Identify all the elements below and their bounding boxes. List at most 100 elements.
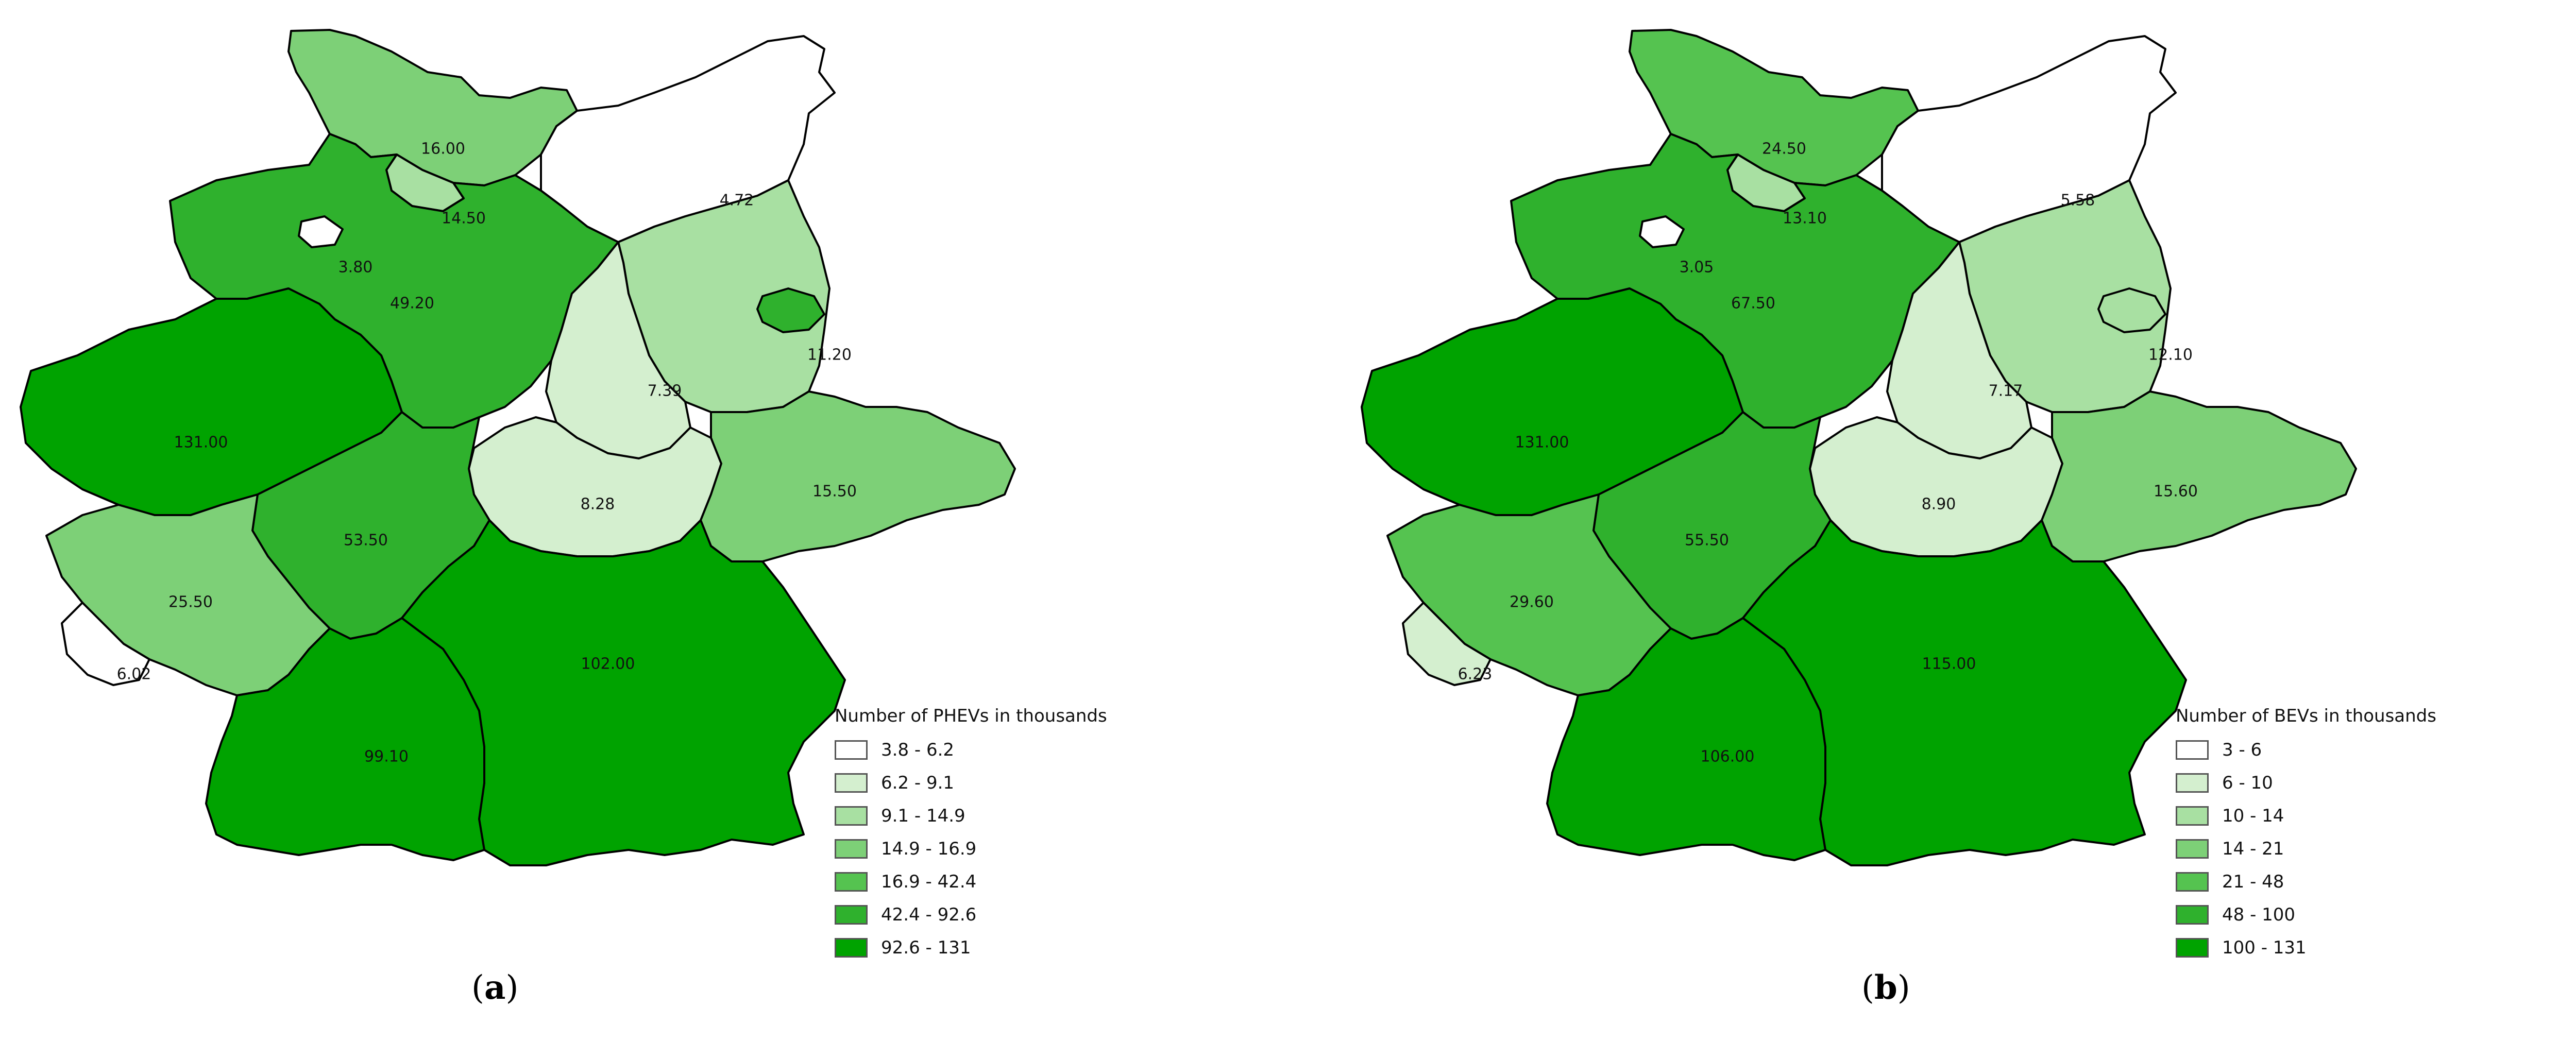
legend-item: 21 - 48: [2176, 865, 2436, 898]
caption-open-paren: (: [471, 969, 484, 1007]
legend-label: 92.6 - 131: [881, 937, 971, 958]
legend-item: 14.9 - 16.9: [835, 832, 1107, 865]
legend-item: 6.2 - 9.1: [835, 766, 1107, 799]
label-north-rhine-westphalia: 131.00: [174, 434, 228, 452]
legend-label: 42.4 - 92.6: [881, 905, 977, 925]
legend-item: 10 - 14: [2176, 799, 2436, 832]
legend-item: 92.6 - 131: [835, 931, 1107, 964]
legend-swatch: [2176, 806, 2209, 826]
label-bavaria: 102.00: [581, 655, 635, 673]
legend-label: 100 - 131: [2222, 937, 2307, 958]
label-rhineland-palatinate: 29.60: [1510, 593, 1554, 611]
legend-swatch: [2176, 905, 2209, 925]
legend-label: 16.9 - 42.4: [881, 872, 977, 892]
label-bremen: 3.80: [338, 259, 373, 277]
legend-title: Number of BEVs in thousands: [2176, 706, 2436, 726]
label-rhineland-palatinate: 25.50: [168, 593, 213, 611]
label-baden-wuerttemberg: 106.00: [1701, 748, 1755, 766]
label-berlin: 11.20: [807, 346, 852, 364]
legend-label: 14 - 21: [2222, 839, 2284, 859]
label-hesse: 55.50: [1685, 532, 1729, 550]
legend-swatch: [835, 740, 868, 760]
legend-swatch: [2176, 839, 2209, 859]
region-saxony: [700, 390, 1016, 562]
label-bavaria: 115.00: [1922, 655, 1976, 673]
region-saarland: [1402, 602, 1492, 686]
legend-title: Number of PHEVs in thousands: [835, 706, 1107, 726]
label-schleswig-holstein: 24.50: [1762, 140, 1806, 158]
label-baden-wuerttemberg: 99.10: [364, 748, 409, 766]
legend-label: 3 - 6: [2222, 740, 2262, 760]
legend-swatch: [835, 905, 868, 925]
caption-open-paren: (: [1861, 969, 1874, 1007]
label-hamburg: 14.50: [442, 210, 486, 228]
legend-label: 10 - 14: [2222, 806, 2284, 826]
label-saxony-anhalt: 7.39: [648, 382, 682, 400]
label-north-rhine-westphalia: 131.00: [1515, 434, 1569, 452]
region-saxony: [2041, 390, 2357, 562]
legend-label: 21 - 48: [2222, 872, 2284, 892]
legend-item: 3.8 - 6.2: [835, 733, 1107, 766]
legend-label: 6 - 10: [2222, 773, 2273, 793]
label-saxony: 15.50: [812, 483, 857, 501]
map-panel-b: 24.50 13.10 3.05 5.58 67.50 12.10 7.17 1…: [1341, 0, 2576, 1041]
legend-swatch: [2176, 773, 2209, 793]
region-baden-wuerttemberg: [205, 617, 485, 861]
label-saarland: 6.02: [117, 665, 151, 684]
legend-swatch: [835, 872, 868, 892]
label-saxony: 15.60: [2154, 483, 2198, 501]
region-bremen: [1639, 215, 1685, 248]
label-berlin: 12.10: [2148, 346, 2193, 364]
legend-swatch: [2176, 740, 2209, 760]
legend-label: 9.1 - 14.9: [881, 806, 965, 826]
legend-item: 9.1 - 14.9: [835, 799, 1107, 832]
label-thuringia: 8.28: [581, 496, 615, 514]
panel-caption: (b): [1861, 968, 1910, 1007]
legend-label: 48 - 100: [2222, 905, 2296, 925]
map-panel-a: 16.00 14.50 3.80 4.72 49.20 11.20 7.39 1…: [20, 29, 1107, 1007]
region-saarland: [61, 602, 150, 686]
legend-label: 3.8 - 6.2: [881, 740, 955, 760]
germany-choropleth-map: 16.00 14.50 3.80 4.72 49.20 11.20 7.39 1…: [20, 29, 1016, 866]
region-baden-wuerttemberg: [1546, 617, 1826, 861]
region-berlin: [756, 287, 825, 333]
label-mecklenburg-vorpommern: 4.72: [720, 192, 754, 210]
legend-item: 14 - 21: [2176, 832, 2436, 865]
legend-swatch: [835, 938, 868, 958]
label-schleswig-holstein: 16.00: [421, 140, 465, 158]
label-saarland: 6.23: [1458, 665, 1493, 684]
legend-label: 14.9 - 16.9: [881, 839, 977, 859]
panel-caption: (a): [471, 968, 518, 1007]
legend-rows: 3 - 6 6 - 10 10 - 14 14 - 21 21 - 48 48 - 100…: [2176, 733, 2436, 964]
germany-choropleth-map: 24.50 13.10 3.05 5.58 67.50 12.10 7.17 1…: [1361, 29, 2357, 866]
region-schleswig-holstein: [287, 29, 578, 186]
region-schleswig-holstein: [1629, 29, 1919, 186]
label-thuringia: 8.90: [1922, 496, 1956, 514]
region-berlin: [2097, 287, 2166, 333]
legend-swatch: [2176, 872, 2209, 892]
map-legend: Number of BEVs in thousands 3 - 6 6 - 10 1…: [2176, 706, 2436, 964]
legend-item: 6 - 10: [2176, 766, 2436, 799]
legend-swatch: [835, 806, 868, 826]
map-legend: Number of PHEVs in thousands 3.8 - 6.2 6.…: [835, 706, 1107, 964]
legend-item: 16.9 - 42.4: [835, 865, 1107, 898]
legend-item: 100 - 131: [2176, 931, 2436, 964]
label-lower-saxony: 49.20: [390, 295, 434, 313]
label-saxony-anhalt: 7.17: [1989, 382, 2023, 400]
legend-item: 48 - 100: [2176, 898, 2436, 931]
caption-letter: a: [484, 968, 506, 1007]
region-bremen: [298, 215, 344, 248]
caption-close-paren: ): [1897, 969, 1910, 1007]
label-mecklenburg-vorpommern: 5.58: [2061, 192, 2095, 210]
legend-rows: 3.8 - 6.2 6.2 - 9.1 9.1 - 14.9 14.9 - 16.9 1…: [835, 733, 1107, 964]
legend-swatch: [835, 839, 868, 859]
legend-label: 6.2 - 9.1: [881, 773, 955, 793]
label-hesse: 53.50: [344, 532, 388, 550]
caption-close-paren: ): [505, 969, 519, 1007]
label-hamburg: 13.10: [1783, 210, 1827, 228]
legend-item: 42.4 - 92.6: [835, 898, 1107, 931]
legend-item: 3 - 6: [2176, 733, 2436, 766]
legend-swatch: [835, 773, 868, 793]
label-lower-saxony: 67.50: [1731, 295, 1775, 313]
label-bremen: 3.05: [1680, 259, 1714, 277]
